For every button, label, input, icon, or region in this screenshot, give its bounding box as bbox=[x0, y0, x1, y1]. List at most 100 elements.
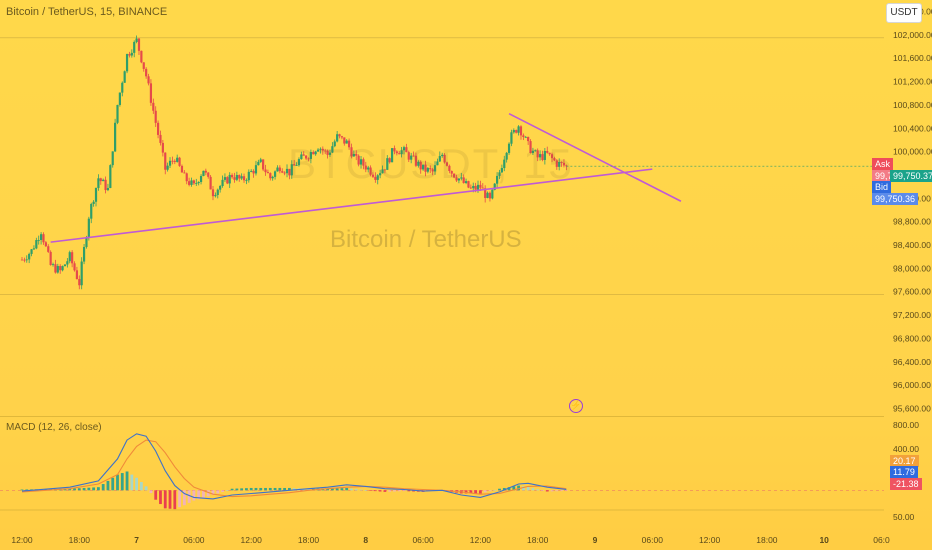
macd-histogram-bar bbox=[383, 490, 387, 492]
candle-body bbox=[400, 150, 403, 155]
candle-body bbox=[54, 264, 57, 273]
candle-body bbox=[278, 167, 281, 172]
candle-body bbox=[35, 240, 38, 249]
candle-body bbox=[204, 170, 207, 173]
candle-body bbox=[503, 159, 506, 169]
candle-body bbox=[137, 38, 141, 51]
candle-body bbox=[367, 167, 370, 170]
candle-body bbox=[507, 143, 511, 153]
candle-body bbox=[457, 178, 461, 181]
candle-body bbox=[481, 187, 484, 189]
macd-histogram-bar bbox=[307, 488, 310, 491]
candle-body bbox=[20, 259, 24, 261]
candle-body bbox=[357, 155, 360, 165]
macd-histogram-bar bbox=[412, 490, 415, 492]
candle-body bbox=[312, 152, 315, 155]
bid-price-tag: Bid99,750.36 bbox=[872, 181, 932, 205]
candle-body bbox=[529, 141, 532, 153]
candle-body bbox=[484, 188, 487, 198]
macd-histogram-bar bbox=[345, 487, 349, 491]
candle-body bbox=[560, 161, 563, 163]
macd-histogram-bar bbox=[483, 490, 487, 493]
candle-body bbox=[443, 154, 446, 163]
price-tick-label: 100,400.00 bbox=[893, 123, 932, 133]
macd-tick-label: 800.00 bbox=[893, 420, 919, 430]
macd-histogram-bar bbox=[521, 486, 525, 491]
candle-body bbox=[156, 122, 160, 135]
macd-chart[interactable]: 800.00 400.00 50.00 12:00 18:00 7 06:00 12:00 18… bbox=[0, 416, 932, 550]
lightning-icon[interactable]: ⚡ bbox=[569, 399, 583, 413]
candle-body bbox=[235, 175, 238, 180]
candle-body bbox=[371, 174, 375, 177]
macd-tick-label: 50.00 bbox=[893, 512, 915, 522]
macd-histogram-bar bbox=[555, 490, 559, 492]
candle-body bbox=[285, 168, 289, 174]
macd-histogram-bar bbox=[77, 488, 81, 491]
candle-body bbox=[63, 264, 67, 267]
macd-indicator-label[interactable]: MACD (12, 26, close) bbox=[6, 422, 102, 433]
candle-body bbox=[97, 178, 100, 188]
price-chart[interactable]: 102,400.00102,000.00101,600.00101,200.00… bbox=[0, 0, 932, 416]
candle-body bbox=[493, 183, 496, 190]
candle-body bbox=[324, 150, 327, 152]
candle-body bbox=[376, 175, 379, 180]
candle-body bbox=[431, 169, 434, 172]
candle-body bbox=[347, 140, 351, 148]
candle-body bbox=[383, 169, 386, 171]
candle-body bbox=[553, 158, 556, 161]
candle-body bbox=[321, 148, 324, 151]
time-tick-label: 18:00 bbox=[298, 535, 320, 545]
candle-body bbox=[219, 185, 222, 190]
candle-body bbox=[519, 126, 523, 136]
macd-histogram-bar bbox=[197, 490, 201, 500]
macd-histogram-bar bbox=[178, 490, 181, 508]
candle-body bbox=[106, 187, 110, 191]
candle-body bbox=[300, 154, 303, 160]
candle-body bbox=[102, 179, 105, 182]
macd-histogram-bar bbox=[264, 487, 267, 491]
macd-histogram-bar bbox=[268, 487, 272, 491]
macd-histogram-bar bbox=[249, 487, 253, 491]
macd-histogram-bar bbox=[92, 487, 96, 491]
candle-body bbox=[242, 176, 246, 181]
candle-body bbox=[61, 266, 64, 271]
macd-histogram-bar bbox=[288, 487, 291, 491]
candle-body bbox=[135, 38, 138, 42]
candle-body bbox=[302, 154, 305, 156]
macd-histogram-bar bbox=[512, 486, 516, 491]
candle-body bbox=[44, 242, 47, 247]
price-tick-label: 98,000.00 bbox=[893, 263, 931, 273]
macd-histogram-bar bbox=[283, 487, 287, 491]
candle-body bbox=[252, 170, 255, 174]
macd-histogram-bar bbox=[144, 486, 148, 491]
trendline-support bbox=[50, 168, 653, 243]
macd-histogram-bar bbox=[245, 488, 248, 491]
macd-histogram-bar bbox=[254, 487, 258, 491]
currency-button[interactable]: USDT bbox=[886, 3, 922, 23]
macd-histogram-bar bbox=[168, 490, 172, 509]
macd-histogram-bar bbox=[474, 490, 478, 494]
candle-body bbox=[343, 137, 346, 144]
candle-body bbox=[496, 175, 499, 184]
macd-histogram-bar bbox=[364, 490, 368, 491]
macd-histogram-bar bbox=[182, 490, 186, 506]
price-tick-label: 102,000.00 bbox=[893, 30, 932, 40]
candle-body bbox=[522, 135, 525, 137]
candle-body bbox=[121, 82, 124, 93]
macd-histogram-bar bbox=[550, 490, 554, 492]
candle-body bbox=[233, 177, 236, 180]
candle-body bbox=[550, 154, 554, 159]
candle-body bbox=[338, 134, 341, 137]
macd-histogram-bar bbox=[202, 490, 205, 498]
candle-body bbox=[305, 155, 308, 159]
macd-histogram-bar bbox=[235, 488, 239, 491]
candle-body bbox=[393, 148, 396, 152]
macd-histogram-bar bbox=[120, 473, 124, 491]
candle-body bbox=[207, 172, 210, 177]
macd-signal-line bbox=[21, 439, 567, 498]
candle-body bbox=[66, 261, 69, 265]
candle-body bbox=[402, 147, 406, 151]
candle-body bbox=[398, 153, 401, 155]
candle-body bbox=[316, 149, 320, 152]
